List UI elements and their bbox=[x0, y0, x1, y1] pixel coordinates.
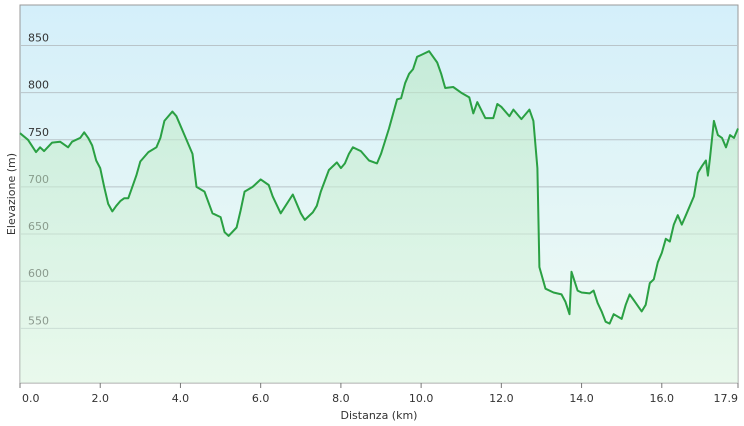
y-tick-label: 850 bbox=[28, 32, 49, 45]
x-axis-label: Distanza (km) bbox=[341, 409, 418, 422]
y-axis-label: Elevazione (m) bbox=[5, 153, 18, 235]
x-tick-label: 2.0 bbox=[91, 392, 109, 405]
x-tick-label: 12.0 bbox=[489, 392, 514, 405]
x-tick-label: 14.0 bbox=[569, 392, 594, 405]
x-tick-label: 16.0 bbox=[650, 392, 675, 405]
y-tick-label: 800 bbox=[28, 79, 49, 92]
x-tick-label: 17.9 bbox=[714, 392, 739, 405]
x-tick-label: 0.0 bbox=[22, 392, 40, 405]
x-tick-label: 4.0 bbox=[172, 392, 190, 405]
y-tick-label: 750 bbox=[28, 126, 49, 139]
x-tick-label: 10.0 bbox=[409, 392, 434, 405]
area-fill bbox=[20, 51, 738, 383]
x-tick-label: 6.0 bbox=[252, 392, 270, 405]
x-tick-label: 8.0 bbox=[332, 392, 350, 405]
elevation-line bbox=[19, 50, 739, 325]
